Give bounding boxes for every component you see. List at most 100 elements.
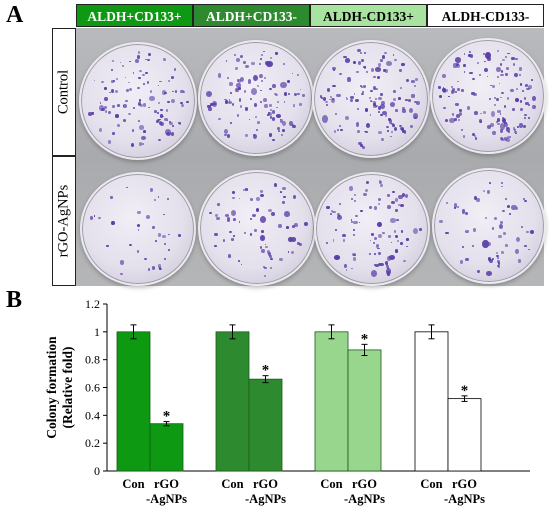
colony-spot [170, 75, 175, 80]
group-header-aldh-neg-cd133-neg: ALDH-CD133- [427, 4, 544, 27]
colony-spot [290, 250, 295, 255]
colony-spot [277, 129, 281, 133]
colony-spot [386, 256, 392, 262]
colony-spot [278, 223, 282, 228]
colony-spot [337, 214, 342, 221]
bar [149, 423, 184, 472]
colony-spot [461, 89, 464, 92]
colony-spot [232, 235, 235, 238]
colony-spot [357, 129, 360, 133]
colony-spot [405, 98, 408, 101]
colony-spot [488, 97, 492, 101]
colony-spot [501, 73, 505, 77]
colony-spot [374, 264, 376, 266]
colony-spot [484, 51, 491, 60]
colony-spot [281, 187, 286, 191]
colony-spot [373, 75, 376, 78]
colony-spot [494, 217, 498, 221]
colony-spot [226, 76, 229, 79]
colony-spot [451, 113, 455, 116]
colony-spot [377, 197, 381, 201]
colony-spot [506, 127, 510, 133]
colony-spot [177, 121, 181, 125]
colony-spot [476, 270, 481, 274]
colony-spot [509, 135, 512, 138]
colony-spot [349, 185, 353, 191]
bar [116, 331, 151, 472]
colony-spot [269, 115, 273, 120]
colony-spot [504, 55, 508, 59]
colony-spot [351, 267, 353, 269]
colony-spot [227, 133, 231, 138]
colony-spot [482, 52, 486, 56]
colony-spot [271, 117, 275, 121]
colony-spot [393, 97, 396, 101]
colony-spot [180, 101, 183, 105]
colony-spot [499, 73, 503, 76]
colony-spot [265, 245, 269, 249]
colony-spot [210, 102, 214, 107]
colony-spot [378, 106, 381, 110]
colony-spot [168, 233, 170, 235]
colony-spot [515, 98, 520, 103]
colony-spot [230, 121, 233, 124]
colony-spot [368, 97, 371, 100]
colony-spot [524, 244, 527, 248]
colony-spot [403, 131, 407, 134]
colony-spot [266, 249, 271, 254]
colony-spot [158, 102, 161, 104]
colony-spot [458, 112, 463, 117]
colony-spot [395, 109, 399, 112]
colony-spot [330, 212, 333, 215]
colony-spot [499, 113, 502, 115]
colony-spot [160, 108, 164, 112]
colony-spot [377, 247, 380, 250]
dish-treated-3 [314, 172, 430, 286]
colony-spot [393, 58, 397, 62]
colony-spot [214, 232, 218, 236]
colony-spot [283, 62, 286, 66]
colony-spot [347, 77, 351, 82]
colony-spot [489, 122, 495, 128]
colony-spot [496, 118, 501, 123]
colony-spot [249, 197, 254, 201]
colony-spot [362, 145, 366, 149]
colony-spot [280, 119, 284, 123]
colony-spot [350, 98, 354, 102]
colony-spot [522, 90, 524, 93]
colony-spot [356, 70, 359, 74]
colony-spot [163, 58, 166, 62]
colony-spot [338, 125, 341, 127]
colony-spot [252, 213, 257, 217]
colony-spot [214, 244, 217, 248]
colony-spot [363, 65, 366, 68]
colony-spot [497, 262, 500, 265]
colony-spot [137, 229, 140, 231]
colony-spot [516, 126, 520, 129]
colony-spot [158, 267, 163, 271]
colony-spot [499, 136, 503, 141]
colony-spot [506, 135, 510, 139]
colony-spot [341, 234, 346, 238]
colony-spot [505, 66, 509, 70]
colony-spot [405, 194, 409, 199]
colony-spot [463, 70, 466, 73]
colony-spot [405, 79, 409, 83]
colony-spot [231, 196, 235, 199]
colony-spot [171, 132, 175, 136]
colony-spot [381, 110, 387, 116]
colony-spot [275, 107, 278, 109]
colony-spot [486, 189, 491, 194]
colony-spot [137, 86, 140, 89]
colony-spot [142, 103, 146, 107]
colony-spot [515, 207, 519, 211]
x-category-label: Con [122, 477, 144, 491]
x-category-label: -AgNPs [344, 492, 385, 506]
colony-spot [232, 102, 235, 106]
colony-spot [449, 118, 455, 124]
colony-spot [165, 109, 169, 113]
colony-spot [379, 58, 384, 62]
colony-spot [252, 74, 258, 81]
y-tick-label: 0.8 [85, 353, 100, 367]
colony-spot [385, 265, 390, 269]
